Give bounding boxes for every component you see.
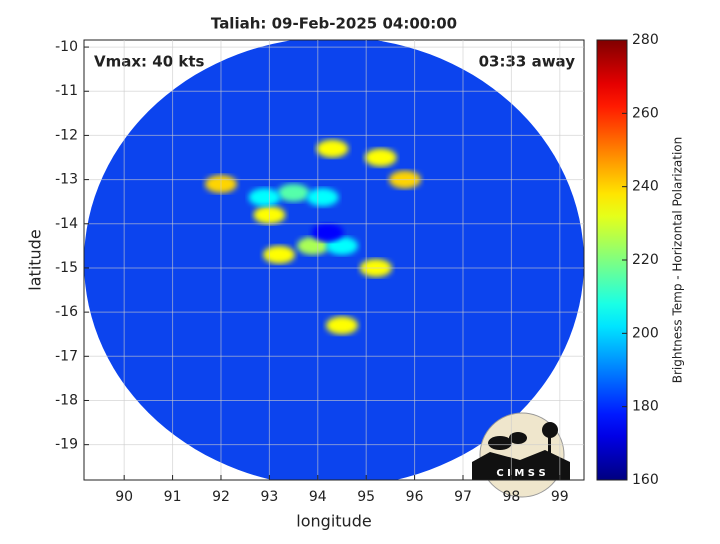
logo: C I M S S <box>472 412 570 498</box>
x-tick-label: 97 <box>454 489 472 505</box>
colorbar-tick-label: 180 <box>632 399 659 415</box>
x-tick-label: 91 <box>164 489 182 505</box>
temp-cell <box>364 148 397 167</box>
colorbar-tick-label: 200 <box>632 325 659 341</box>
x-tick-label: 93 <box>260 489 278 505</box>
y-tick-label: -15 <box>55 260 78 276</box>
y-tick-label: -18 <box>55 392 78 408</box>
colorbar-tick-label: 160 <box>632 472 659 488</box>
colorbar-tick-label: 280 <box>632 32 659 48</box>
temp-cell <box>316 139 349 158</box>
temp-cell <box>311 223 344 242</box>
x-tick-label: 99 <box>551 489 569 505</box>
x-tick-label: 98 <box>502 489 520 505</box>
y-tick-label: -12 <box>55 127 78 143</box>
annotation: 03:33 away <box>479 53 576 71</box>
temp-cell <box>263 245 296 264</box>
temp-cell <box>296 236 329 255</box>
temp-cell <box>248 188 281 207</box>
chart-title: Taliah: 09-Feb-2025 04:00:00 <box>211 15 457 33</box>
colorbar-label: Brightness Temp - Horizontal Polarizatio… <box>671 137 685 384</box>
y-tick-label: -14 <box>55 216 78 232</box>
x-axis-label: longitude <box>296 512 371 531</box>
x-tick-label: 92 <box>212 489 230 505</box>
axes-box <box>83 39 585 481</box>
plot-area <box>84 40 584 480</box>
y-axis-label: latitude <box>26 229 45 290</box>
x-tick-label: 94 <box>309 489 327 505</box>
y-tick-label: -19 <box>55 437 78 453</box>
temp-cell <box>325 236 358 255</box>
x-tick-label: 90 <box>115 489 133 505</box>
temp-cell <box>277 183 310 202</box>
y-tick-label: -11 <box>55 83 78 99</box>
annotation: Vmax: 40 kts <box>94 53 204 71</box>
x-tick-label: 95 <box>357 489 375 505</box>
colorbar-tick-label: 260 <box>632 105 659 121</box>
y-tick-label: -13 <box>55 172 78 188</box>
colorbar-tick-label: 220 <box>632 252 659 268</box>
colorbar-tick-label: 240 <box>632 179 659 195</box>
y-tick-label: -17 <box>55 348 78 364</box>
y-tick-label: -10 <box>55 39 78 55</box>
logo-text: C I M S S <box>496 468 545 479</box>
x-tick-label: 96 <box>406 489 424 505</box>
scan-disk <box>84 40 584 480</box>
y-tick-label: -16 <box>55 304 78 320</box>
temp-cell <box>306 188 339 207</box>
temp-cell <box>325 316 358 335</box>
